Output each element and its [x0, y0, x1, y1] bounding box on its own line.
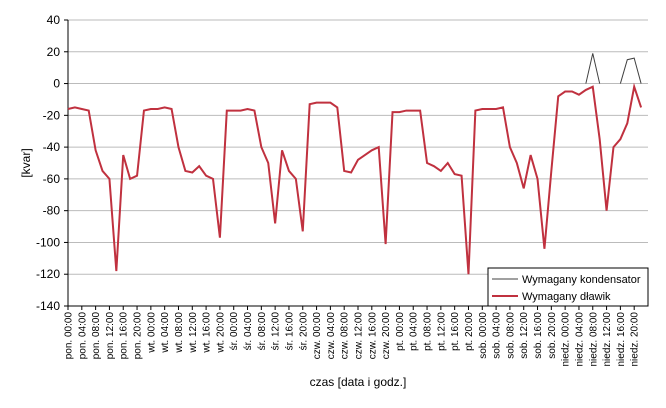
x-tick-label: pon. 20:00 — [133, 312, 144, 360]
x-tick-label: pon. 00:00 — [64, 312, 75, 360]
x-tick-label: sob. 12:00 — [519, 312, 530, 359]
y-tick-label: -140 — [36, 299, 60, 313]
x-tick-label: śr. 08:00 — [257, 312, 268, 351]
y-tick-label: -20 — [43, 108, 61, 122]
x-tick-label: pt. 00:00 — [395, 312, 406, 351]
x-tick-label: niedz. 20:00 — [630, 312, 641, 367]
y-tick-label: -100 — [36, 235, 60, 249]
y-tick-label: -80 — [43, 204, 61, 218]
x-tick-label: czw. 00:00 — [312, 312, 323, 360]
y-tick-label: 20 — [47, 45, 61, 59]
x-tick-label: sob. 04:00 — [492, 312, 503, 359]
x-tick-label: pon. 16:00 — [119, 312, 130, 360]
series-line — [67, 82, 643, 275]
legend-label: Wymagany kondensator — [522, 274, 641, 286]
x-tick-label: sob. 20:00 — [547, 312, 558, 359]
x-tick-label: wt. 08:00 — [174, 312, 185, 354]
x-tick-label: śr. 16:00 — [284, 312, 295, 351]
x-tick-label: niedz. 12:00 — [602, 312, 613, 367]
x-tick-label: pon. 12:00 — [105, 312, 116, 360]
x-tick-label: niedz. 16:00 — [616, 312, 627, 367]
x-tick-label: pt. 12:00 — [436, 312, 447, 351]
x-tick-label: wt. 04:00 — [160, 312, 171, 354]
x-tick-label: śr. 00:00 — [229, 312, 240, 351]
legend-box — [487, 267, 649, 307]
x-tick-label: śr. 12:00 — [271, 312, 282, 351]
x-tick-label: wt. 00:00 — [146, 312, 157, 354]
series-line — [585, 53, 642, 84]
x-tick-label: pon. 08:00 — [91, 312, 102, 360]
x-tick-label: czw. 04:00 — [326, 312, 337, 360]
y-tick-label: -120 — [36, 267, 60, 281]
x-tick-label: pt. 04:00 — [409, 312, 420, 351]
x-axis-title: czas [data i godz.] — [310, 375, 407, 389]
x-tick-label: niedz. 08:00 — [588, 312, 599, 367]
y-tick-label: 40 — [47, 13, 61, 27]
x-tick-label: czw. 16:00 — [367, 312, 378, 360]
x-tick-label: sob. 16:00 — [533, 312, 544, 359]
x-tick-label: niedz. 00:00 — [561, 312, 572, 367]
y-axis-title: [kvar] — [19, 148, 33, 177]
x-tick-label: sob. 00:00 — [478, 312, 489, 359]
x-tick-label: sob. 08:00 — [505, 312, 516, 359]
x-tick-label: pt. 16:00 — [450, 312, 461, 351]
x-tick-label: pt. 20:00 — [464, 312, 475, 351]
x-tick-label: niedz. 04:00 — [574, 312, 585, 367]
x-tick-label: pt. 08:00 — [423, 312, 434, 351]
x-tick-label: śr. 04:00 — [243, 312, 254, 351]
y-tick-label: -40 — [43, 140, 61, 154]
x-tick-label: czw. 12:00 — [354, 312, 365, 360]
x-tick-label: wt. 12:00 — [188, 312, 199, 354]
y-tick-label: 0 — [53, 77, 60, 91]
x-tick-label: śr. 20:00 — [298, 312, 309, 351]
x-tick-label: pon. 04:00 — [77, 312, 88, 360]
x-tick-label: wt. 16:00 — [202, 312, 213, 354]
legend-label: Wymagany dławik — [522, 291, 611, 303]
x-tick-label: czw. 20:00 — [381, 312, 392, 360]
y-tick-label: -60 — [43, 172, 61, 186]
x-tick-label: wt. 20:00 — [215, 312, 226, 354]
x-tick-label: czw. 08:00 — [340, 312, 351, 360]
